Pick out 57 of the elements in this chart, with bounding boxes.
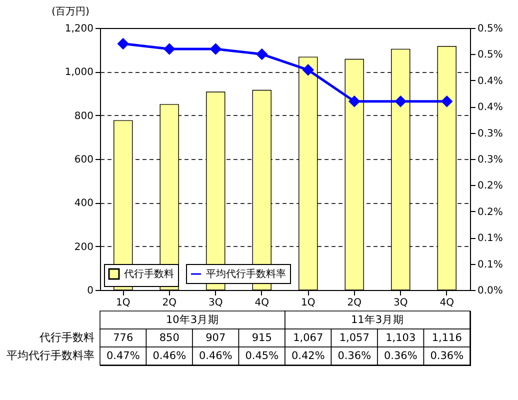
legend-label: 平均代行手数料率 xyxy=(206,268,286,280)
point xyxy=(164,43,175,54)
y2-tick-label: 0.1% xyxy=(478,259,503,270)
x-tick-label: 3Q xyxy=(208,298,223,308)
y2-tick-label: 0.3% xyxy=(478,154,503,166)
text: 11年3月期 xyxy=(350,314,404,326)
point xyxy=(395,96,406,107)
x-tick-label: 4Q xyxy=(254,298,270,308)
data-label: 0.45% xyxy=(245,350,279,362)
point xyxy=(210,43,222,54)
point xyxy=(441,96,452,107)
x-tick-label: 3Q xyxy=(394,298,408,308)
data-label: 1,057 xyxy=(339,332,370,344)
data-label: 1,067 xyxy=(293,332,324,344)
data-label: 0.46% xyxy=(198,350,232,362)
y2-tick-label: 0.1% xyxy=(478,233,503,244)
data-label: 0.36% xyxy=(384,350,418,362)
text: 平均代行手数料率 xyxy=(6,349,94,362)
y-tick-label: 0 xyxy=(87,286,94,296)
y-tick-label: 1,200 xyxy=(64,24,94,34)
legend-label: 代行手数料 xyxy=(123,268,174,280)
y2-tick-label: 0.5% xyxy=(478,50,503,61)
y2-tick-label: 0.2% xyxy=(478,206,503,218)
x-tick-label: 2Q xyxy=(162,298,177,308)
y-tick-label: 600 xyxy=(74,154,94,166)
x-tick-label: 4Q xyxy=(440,298,454,308)
point xyxy=(118,38,129,50)
y-tick-label: 1,000 xyxy=(64,67,94,78)
point xyxy=(348,96,360,107)
y2-tick-label: 0.2% xyxy=(478,180,503,192)
y2-tick-label: 0.0% xyxy=(478,286,503,296)
y-tick-label: 200 xyxy=(74,242,94,253)
text: 代行手数料 xyxy=(40,331,94,344)
y-axis-title: (百万円) xyxy=(52,6,90,18)
x-tick-label: 1Q xyxy=(116,298,130,308)
data-label: 0.42% xyxy=(291,350,325,362)
data-label: 776 xyxy=(113,332,134,344)
y2-tick-label: 0.4% xyxy=(478,102,503,114)
text: 10年3月期 xyxy=(166,314,220,326)
y-tick-label: 400 xyxy=(74,198,94,210)
data-label: 850 xyxy=(159,332,180,344)
y2-tick-label: 0.3% xyxy=(478,128,503,140)
data-label: 915 xyxy=(252,332,272,344)
data-label: 1,103 xyxy=(386,332,416,344)
data-label: 0.36% xyxy=(430,350,464,362)
x-tick-label: 1Q xyxy=(301,298,316,308)
y2-tick-label: 0.4% xyxy=(478,76,503,87)
data-label: 907 xyxy=(206,332,226,344)
data-label: 0.46% xyxy=(152,350,186,362)
x-tick-label: 2Q xyxy=(347,298,362,308)
point xyxy=(256,48,268,60)
y2-tick-label: 0.5% xyxy=(478,24,503,34)
data-label: 0.47% xyxy=(106,350,140,362)
point xyxy=(302,64,314,76)
y-tick-label: 800 xyxy=(74,110,94,122)
data-label: 0.36% xyxy=(338,350,372,362)
data-label: 1,116 xyxy=(432,332,462,344)
